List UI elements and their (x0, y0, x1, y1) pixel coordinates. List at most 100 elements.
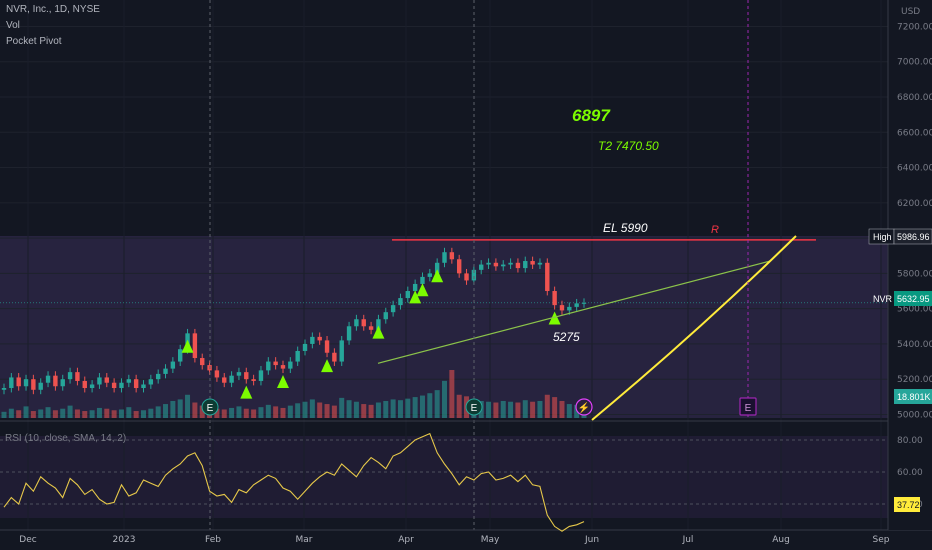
volume-legend[interactable]: Vol (6, 20, 20, 31)
earnings-marker-future[interactable]: E (739, 397, 757, 416)
volume-bar (45, 407, 51, 418)
candle-body (339, 340, 344, 362)
pocket-pivot-legend[interactable]: Pocket Pivot (6, 36, 62, 47)
candle-body (456, 259, 462, 274)
candle-body (383, 312, 388, 320)
volume-bar (60, 408, 66, 418)
pocket-pivot-triangle (416, 283, 429, 297)
candle-body (295, 350, 300, 362)
volume-bar (427, 393, 433, 418)
candle-body (23, 379, 29, 387)
candle-body (508, 262, 513, 265)
volume-bar (449, 370, 455, 418)
volume-bar (324, 404, 330, 418)
pocket-pivot-triangle (409, 290, 422, 304)
resistance-label: EL 5990 (603, 221, 648, 235)
volume-bar (185, 394, 191, 418)
time-axis-ticks[interactable]: Dec 2023 Feb Mar Apr May Jun Jul Aug Sep (19, 535, 889, 545)
volume-bar (163, 404, 169, 418)
candle-body (420, 276, 425, 284)
volume-bar (280, 407, 286, 418)
support-trendline[interactable] (377, 260, 771, 364)
volume-bar (126, 407, 132, 418)
volume-bar (82, 411, 88, 418)
candle-body (302, 343, 308, 351)
candle-body (178, 349, 183, 362)
volume-bar (317, 402, 323, 418)
candle-body (464, 273, 469, 281)
candle-body (574, 303, 579, 307)
rising-trendline[interactable] (591, 235, 797, 421)
rsi-legend[interactable]: RSI (10, close, SMA, 14, 2) (5, 433, 126, 444)
time-tick-label: Mar (296, 535, 313, 545)
candle-body (222, 377, 227, 383)
svg-text:E: E (207, 403, 214, 414)
target-2-label: T2 7470.50 (598, 139, 659, 153)
volume-bar (508, 401, 514, 418)
candle-body (163, 368, 168, 374)
candle-body (273, 361, 278, 366)
candle-body (53, 375, 58, 387)
pocket-pivot-triangle (240, 385, 253, 399)
volume-bar (23, 406, 29, 418)
symbol-legend[interactable]: NVR, Inc., 1D, NYSE (6, 4, 100, 15)
volume-bar (419, 395, 425, 418)
volume-bar (30, 411, 36, 418)
svg-text:E: E (745, 403, 752, 414)
earnings-marker-feb[interactable]: E (201, 398, 219, 416)
price-axis-background (888, 0, 932, 530)
volume-bar (530, 401, 536, 418)
dividend-lightning-marker[interactable]: ⚡ (575, 398, 593, 416)
candle-body (552, 291, 557, 306)
volume-bar (192, 402, 198, 418)
candle-body (354, 319, 359, 327)
price-axis-unit: USD (901, 7, 920, 17)
volume-bar (258, 407, 264, 418)
volume-bar (412, 397, 418, 418)
volume-bar (500, 400, 506, 418)
volume-bar (361, 404, 367, 418)
candle-body (104, 377, 109, 383)
svg-text:37.72: 37.72 (897, 500, 920, 510)
candle-body (332, 352, 337, 362)
volume-bar (486, 401, 492, 418)
rsi-tick-label: 60.00 (897, 468, 923, 478)
candle-body (405, 291, 410, 299)
volume-bar (96, 407, 102, 418)
volume-badge: 18.801K (894, 389, 932, 404)
candle-body (376, 319, 381, 330)
volume-bar (67, 405, 73, 418)
candle-body (16, 377, 21, 387)
candle-body (361, 319, 366, 327)
time-tick-label: Aug (772, 535, 790, 545)
volume-bar (170, 400, 176, 418)
candle-body (390, 305, 396, 313)
candle-body (581, 302, 587, 304)
candle-body (501, 264, 506, 267)
candle-body (192, 333, 198, 359)
volume-bar (456, 394, 462, 418)
rsi-tick-label: 80.00 (897, 436, 923, 446)
volume-bar (1, 411, 7, 418)
candle-body (97, 377, 102, 385)
price-tick-label: 5800.00 (897, 269, 932, 279)
volume-bar (566, 404, 572, 418)
volume-bar (273, 406, 279, 418)
pocket-pivot-triangle (548, 311, 561, 325)
volume-bar (214, 408, 220, 418)
price-tick-label: 5600.00 (897, 305, 932, 315)
candle-body (60, 379, 65, 387)
volume-bar (111, 410, 117, 418)
volume-bar (236, 406, 242, 418)
volume-bar (89, 410, 95, 418)
candle-body (45, 375, 51, 383)
volume-bar (148, 408, 154, 418)
candle-body (1, 388, 7, 390)
candle-body (442, 252, 447, 263)
volume-bar (331, 405, 337, 418)
volume-bar (544, 394, 550, 418)
earnings-marker-apr[interactable]: E (465, 398, 483, 416)
price-tick-label: 7200.00 (897, 22, 932, 32)
volume-bar (133, 411, 139, 418)
